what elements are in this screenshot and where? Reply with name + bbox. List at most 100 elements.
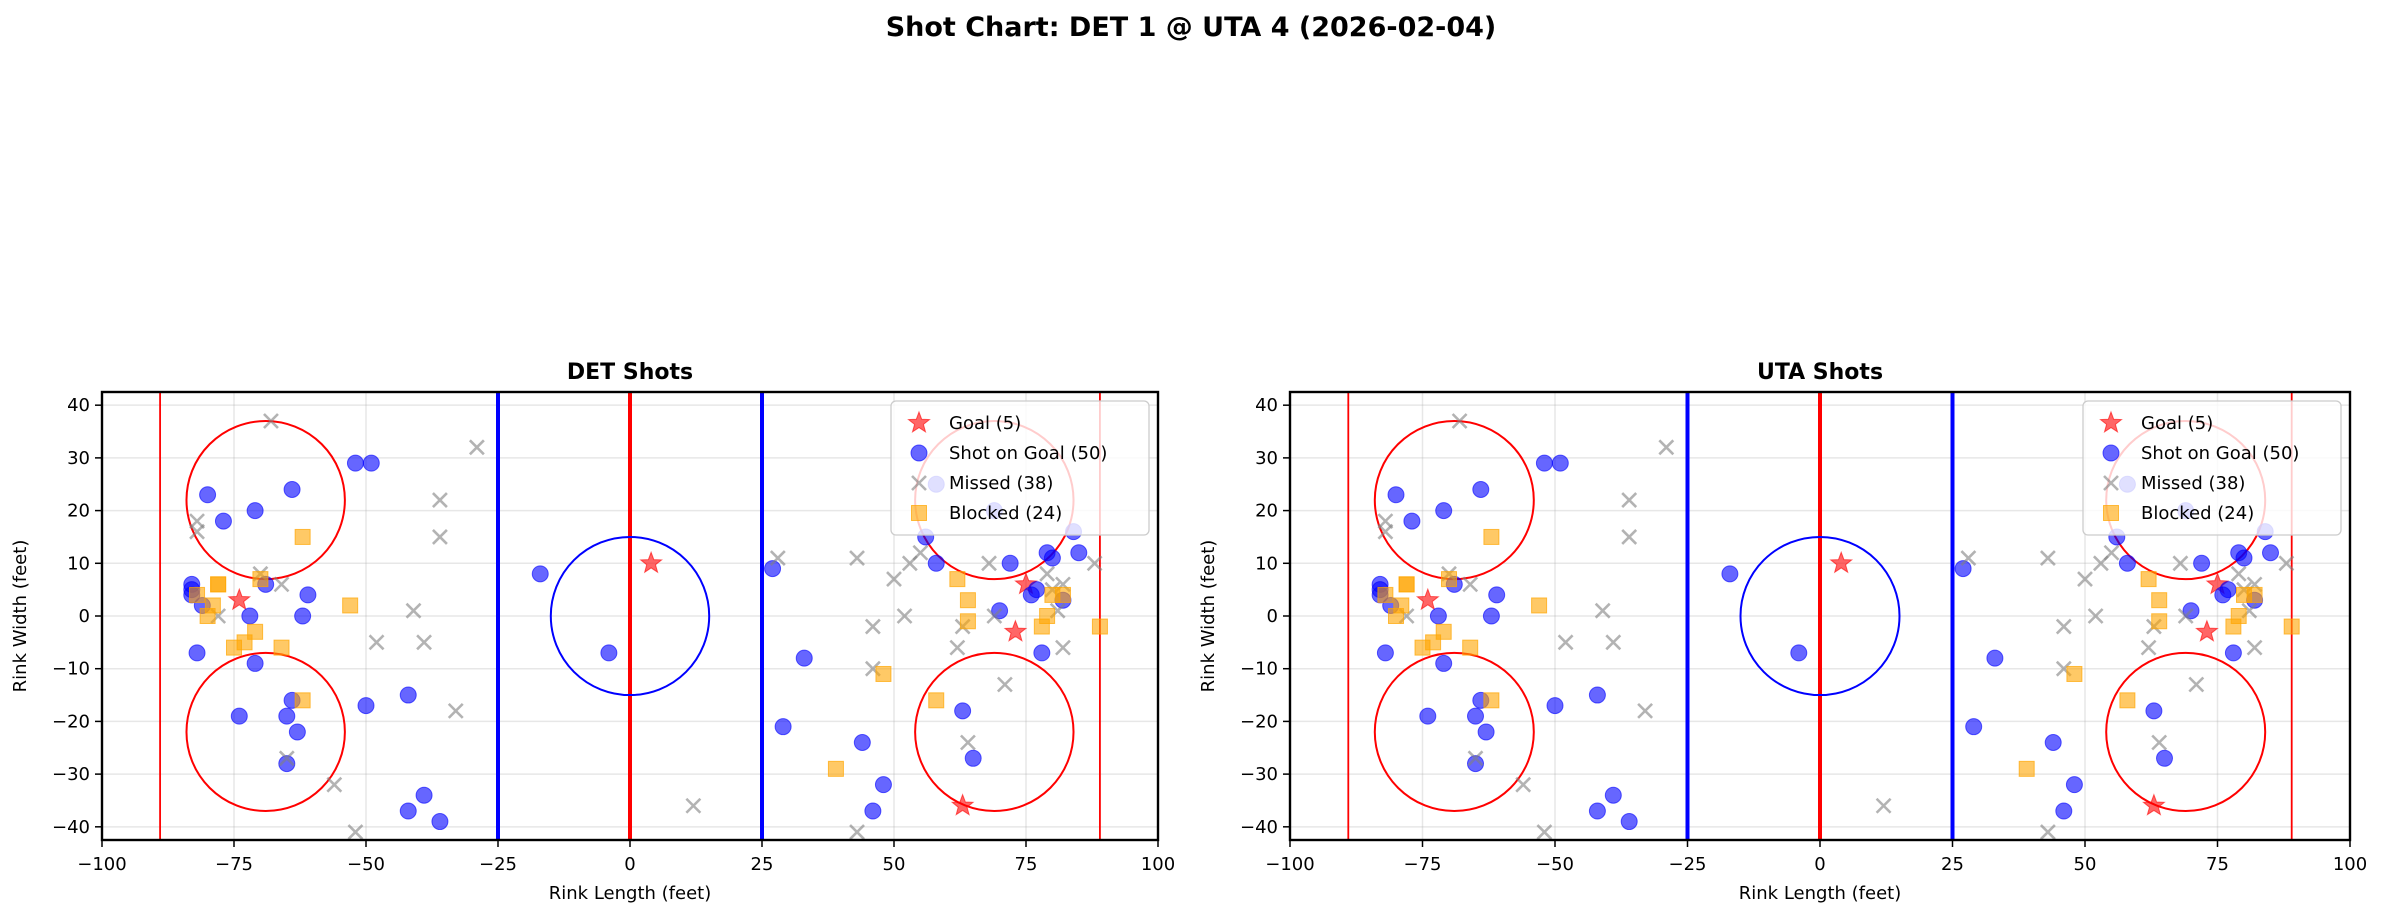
point-circle [1620, 813, 1638, 831]
point-circle [764, 560, 782, 578]
point-x [960, 734, 976, 751]
legend-marker-star [907, 410, 931, 434]
point-square [189, 586, 206, 603]
legend-label: Goal (5) [2141, 413, 2213, 434]
point-x [416, 634, 432, 651]
point-star [2142, 793, 2166, 816]
point-star [1003, 619, 1028, 642]
point-circle [2118, 554, 2136, 572]
point-circle [283, 481, 301, 499]
point-circle [1721, 565, 1739, 583]
point-x [2246, 639, 2263, 656]
y-tick-label: −40 [52, 817, 90, 838]
point-circle [1028, 581, 1046, 599]
point-x [1605, 634, 1622, 651]
point-circle [964, 749, 982, 767]
point-star [2195, 619, 2219, 642]
point-square [1441, 571, 1457, 588]
point-square [2151, 613, 2168, 630]
y-tick-label: −30 [1240, 764, 1278, 785]
legend-marker-square [2103, 505, 2119, 521]
series-star [227, 550, 1038, 816]
point-x [1875, 797, 1892, 814]
point-circle [927, 554, 945, 572]
point-square [252, 571, 269, 588]
y-tick-label: 40 [67, 395, 90, 416]
point-x [2172, 555, 2189, 572]
center-ice-circle [549, 535, 711, 697]
point-square [1398, 576, 1415, 593]
point-x [1377, 523, 1394, 540]
x-tick-label: 50 [883, 854, 906, 875]
point-circle [1435, 502, 1453, 520]
point-x [1451, 413, 1468, 429]
y-tick-label: −10 [52, 659, 90, 680]
y-tick-label: −20 [1240, 711, 1278, 732]
point-x [447, 702, 464, 719]
legend-label: Goal (5) [949, 413, 1021, 434]
point-circle [1376, 644, 1394, 662]
point-circle [1467, 755, 1484, 773]
point-x [912, 544, 929, 561]
point-x [896, 608, 913, 624]
point-circle [853, 733, 871, 751]
point-x [1594, 602, 1611, 619]
point-circle [1551, 454, 1569, 472]
point-x [886, 571, 902, 588]
point-circle [1588, 686, 1606, 704]
point-square [1054, 586, 1071, 603]
point-x [981, 555, 997, 572]
point-circle [1033, 644, 1051, 662]
x-tick-label: −100 [1265, 854, 1314, 875]
point-x [432, 529, 448, 545]
point-x [2103, 544, 2120, 561]
x-tick-label: −25 [1669, 854, 1707, 875]
legend: Goal (5) Shot on Goal (50) Missed (38) Bloc… [2082, 400, 2342, 536]
point-circle [1043, 549, 1061, 567]
point-square [949, 571, 966, 588]
legend-marker-square [911, 505, 927, 521]
point-x [1086, 555, 1103, 572]
point-circle [531, 565, 549, 583]
point-x [1621, 492, 1638, 508]
y-axis-label: Rink Width (feet) [10, 540, 31, 693]
point-x [2140, 639, 2157, 656]
point-circle [1954, 560, 1972, 578]
point-x [273, 576, 290, 593]
point-circle [299, 586, 317, 604]
point-star [950, 793, 975, 816]
point-circle [357, 697, 375, 715]
point-circle [864, 802, 882, 820]
point-square [2018, 760, 2035, 777]
point-circle [278, 707, 296, 725]
series-square [1377, 528, 2300, 777]
point-x [1039, 565, 1056, 582]
x-tick-label: 0 [624, 854, 635, 875]
point-x [368, 634, 385, 651]
point-x [1637, 702, 1654, 719]
point-circle [431, 813, 449, 831]
point-x [189, 523, 205, 540]
point-circle [1588, 802, 1606, 820]
point-square [1091, 618, 1108, 635]
point-x [949, 639, 966, 656]
point-circle [362, 454, 380, 472]
y-tick-label: 30 [67, 448, 90, 469]
point-x [2077, 571, 2093, 588]
point-square [1531, 597, 1548, 614]
y-tick-label: 40 [1255, 395, 1278, 416]
point-x [1462, 576, 1479, 593]
point-circle [795, 649, 813, 667]
legend: Goal (5) Shot on Goal (50) Missed (38) Bloc… [890, 400, 1150, 536]
point-circle [246, 502, 264, 520]
legend-marker-x [911, 475, 927, 491]
point-circle [2044, 733, 2062, 751]
y-tick-label: 10 [1255, 553, 1278, 574]
point-square [2230, 608, 2247, 624]
x-tick-label: 0 [1814, 854, 1825, 875]
x-tick-label: −50 [347, 854, 385, 875]
y-tick-label: −20 [52, 711, 90, 732]
y-tick-label: 20 [1255, 501, 1278, 522]
point-x [278, 750, 295, 767]
point-star [1415, 587, 1440, 611]
